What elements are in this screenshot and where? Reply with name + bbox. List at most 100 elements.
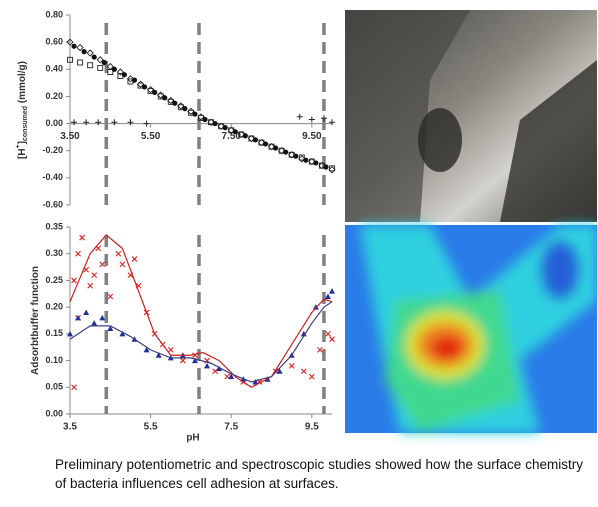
x-tick-label: 3.50 <box>60 131 80 142</box>
point <box>81 49 87 55</box>
point <box>228 373 235 380</box>
y-tick-label: -0.40 <box>42 172 63 182</box>
y-tick-label: 0.40 <box>45 64 63 74</box>
x-tick-label: 5.50 <box>141 131 161 142</box>
heatmap <box>345 225 597 433</box>
point <box>167 346 174 353</box>
point <box>121 72 128 78</box>
point <box>202 116 208 123</box>
point <box>191 357 198 364</box>
point <box>97 64 104 71</box>
point <box>99 314 106 321</box>
point <box>328 166 336 174</box>
point <box>318 162 326 170</box>
x-tick-label: 5.5 <box>144 422 158 433</box>
point <box>75 250 81 257</box>
point <box>216 365 223 372</box>
point <box>107 69 114 75</box>
point <box>126 75 135 83</box>
caption: Preliminary potentiometric and spectrosc… <box>55 457 583 491</box>
point <box>143 346 150 353</box>
point <box>143 120 150 127</box>
x-tick-label: 7.5 <box>224 422 238 433</box>
point <box>293 153 299 159</box>
point <box>308 116 315 123</box>
point <box>217 122 225 130</box>
point <box>207 118 215 126</box>
point <box>116 68 125 76</box>
point <box>115 250 122 257</box>
y-tick-label: 0.15 <box>45 328 63 338</box>
x-tick-label: 3.5 <box>63 422 77 433</box>
point <box>83 119 90 126</box>
point <box>298 155 306 163</box>
point <box>83 309 90 315</box>
y-tick-label: -0.20 <box>42 145 63 155</box>
point <box>155 352 162 358</box>
x-tick-label: 7.50 <box>221 131 241 142</box>
point <box>283 149 289 155</box>
point <box>317 346 323 353</box>
micrograph <box>345 10 597 222</box>
point <box>303 157 309 163</box>
point <box>308 157 316 166</box>
point <box>247 134 256 143</box>
point <box>308 373 315 380</box>
point <box>119 330 126 337</box>
point <box>272 145 279 151</box>
point <box>179 357 186 364</box>
point <box>277 147 286 155</box>
point <box>152 89 158 95</box>
y-tick-label: 0.20 <box>45 91 63 101</box>
x-axis-label: pH <box>186 433 199 444</box>
point <box>227 126 235 134</box>
y-tick-label: 0.05 <box>45 382 63 392</box>
point <box>204 362 211 369</box>
point <box>276 368 283 374</box>
point <box>91 272 98 278</box>
point <box>323 164 329 170</box>
x-tick-label: 9.5 <box>305 422 319 433</box>
point <box>71 43 77 49</box>
y-axis-label-part: (mmol/g) <box>17 61 28 106</box>
point <box>329 165 335 172</box>
y-axis-label-part: + <box>15 144 22 148</box>
point <box>67 330 73 337</box>
point <box>329 119 335 126</box>
point <box>107 293 114 300</box>
point <box>232 129 238 135</box>
point <box>66 38 74 46</box>
point <box>79 234 85 241</box>
point <box>162 95 168 101</box>
point <box>141 84 148 90</box>
point <box>86 49 94 57</box>
point <box>288 363 295 369</box>
y-axis-label: Adsorbtbuffer function <box>30 266 41 375</box>
point <box>71 277 77 284</box>
point <box>95 119 102 126</box>
point <box>320 115 327 122</box>
point <box>212 120 218 127</box>
point <box>101 59 107 66</box>
point <box>300 330 307 337</box>
point <box>242 133 248 139</box>
point <box>91 320 98 326</box>
y-tick-label: 0.35 <box>45 221 63 231</box>
point <box>87 62 94 69</box>
point <box>131 256 138 262</box>
point <box>222 125 228 131</box>
y-tick-label: 0.30 <box>45 248 63 258</box>
y-axis-label-part: consumed <box>22 106 29 141</box>
point <box>267 143 276 151</box>
point <box>237 130 245 139</box>
point <box>75 314 82 321</box>
y-tick-label: 0.00 <box>45 408 63 418</box>
point <box>212 368 218 375</box>
point <box>300 368 307 375</box>
point <box>182 106 188 112</box>
fit-line <box>69 301 333 383</box>
point <box>329 336 335 343</box>
point <box>262 141 269 147</box>
